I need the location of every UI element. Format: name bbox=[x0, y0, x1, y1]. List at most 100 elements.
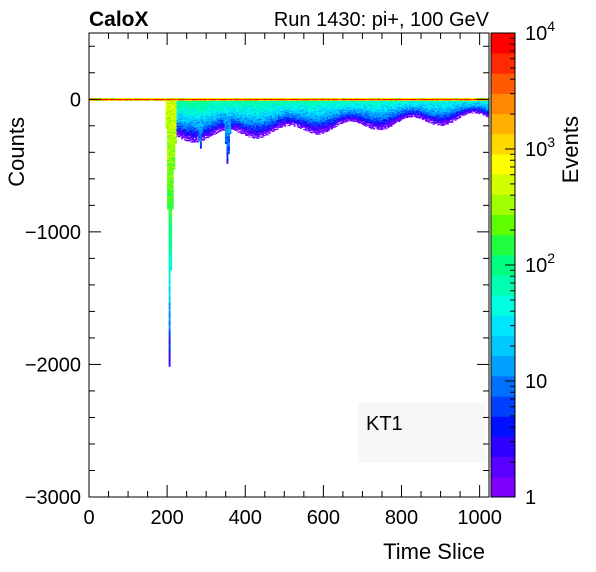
heatmap-cell bbox=[165, 121, 168, 123]
heatmap-cell bbox=[168, 111, 171, 113]
heatmap-cell bbox=[234, 129, 237, 131]
heatmap-cell bbox=[226, 147, 229, 148]
heatmap-cell bbox=[168, 156, 171, 158]
heatmap-cell bbox=[264, 129, 266, 131]
heatmap-cell bbox=[204, 114, 207, 116]
heatmap-cell bbox=[232, 111, 235, 113]
heatmap-cell bbox=[173, 116, 176, 118]
heatmap-cell bbox=[220, 112, 223, 114]
heatmap-cell bbox=[167, 153, 169, 155]
heatmap-cell bbox=[145, 99, 148, 101]
heatmap-cell bbox=[201, 103, 204, 105]
heatmap-cell bbox=[251, 98, 254, 100]
heatmap-cell bbox=[193, 111, 196, 113]
heatmap-cell bbox=[170, 261, 173, 262]
heatmap-cell bbox=[201, 125, 204, 127]
heatmap-cell bbox=[201, 125, 204, 127]
heatmap-cell bbox=[217, 108, 219, 110]
heatmap-cell bbox=[168, 190, 171, 192]
heatmap-cell bbox=[171, 158, 174, 160]
heatmap-cell bbox=[268, 131, 271, 133]
heatmap-cell bbox=[204, 129, 207, 131]
heatmap-cell bbox=[168, 170, 171, 172]
heatmap-cell bbox=[223, 105, 226, 107]
heatmap-cell bbox=[198, 126, 201, 128]
heatmap-cell bbox=[196, 111, 199, 113]
heatmap-cell bbox=[262, 111, 265, 113]
heatmap-cell bbox=[268, 101, 271, 103]
heatmap-cell bbox=[268, 113, 271, 115]
heatmap-cell bbox=[210, 110, 213, 112]
heatmap-cell bbox=[168, 262, 171, 264]
heatmap-cell bbox=[170, 224, 173, 226]
heatmap-cell bbox=[209, 106, 212, 108]
heatmap-cell bbox=[171, 172, 174, 174]
heatmap-cell bbox=[243, 129, 246, 131]
heatmap-cell bbox=[262, 125, 265, 127]
heatmap-cell bbox=[170, 148, 173, 150]
heatmap-cell bbox=[223, 111, 226, 113]
heatmap-cell bbox=[176, 109, 179, 111]
heatmap-cell bbox=[204, 117, 207, 119]
heatmap-cell bbox=[201, 113, 204, 115]
heatmap-cell bbox=[173, 146, 176, 148]
heatmap-cell bbox=[239, 116, 241, 118]
heatmap-cell bbox=[173, 155, 176, 157]
heatmap-cell bbox=[239, 117, 241, 119]
heatmap-cell bbox=[185, 136, 188, 138]
heatmap-cell bbox=[171, 189, 174, 191]
heatmap-cell bbox=[168, 141, 171, 143]
heatmap-cell bbox=[209, 109, 212, 111]
heatmap-cell bbox=[226, 153, 229, 155]
heatmap-cell bbox=[168, 247, 171, 249]
heatmap-cell bbox=[184, 121, 187, 123]
heatmap-cell bbox=[270, 100, 273, 102]
heatmap-cell bbox=[240, 122, 243, 124]
heatmap-cell bbox=[215, 121, 218, 123]
heatmap-cell bbox=[184, 116, 187, 118]
heatmap-cell bbox=[249, 97, 252, 99]
heatmap-cell bbox=[214, 116, 216, 118]
heatmap-cell bbox=[171, 194, 174, 196]
heatmap-cell bbox=[249, 101, 252, 103]
heatmap-cell bbox=[167, 156, 169, 158]
heatmap-cell bbox=[267, 131, 269, 133]
heatmap-cell bbox=[265, 128, 268, 130]
heatmap-cell bbox=[218, 113, 221, 115]
heatmap-cell bbox=[198, 114, 201, 116]
heatmap-cell bbox=[267, 106, 269, 108]
heatmap-cell bbox=[265, 107, 268, 109]
heatmap-cell bbox=[118, 99, 121, 101]
heatmap-cell bbox=[257, 123, 260, 125]
heatmap-cell bbox=[228, 114, 230, 116]
heatmap-cell bbox=[168, 250, 171, 252]
heatmap-cell bbox=[251, 115, 254, 117]
heatmap-cell bbox=[168, 133, 171, 135]
heatmap-cell bbox=[228, 143, 230, 145]
heatmap-cell bbox=[182, 119, 185, 121]
heatmap-cell bbox=[170, 160, 173, 162]
heatmap-cell bbox=[207, 134, 210, 136]
heatmap-cell bbox=[245, 105, 248, 107]
heatmap-cell bbox=[170, 141, 173, 143]
heatmap-cell bbox=[168, 97, 171, 99]
heatmap-cell bbox=[221, 127, 224, 129]
heatmap-cell bbox=[239, 127, 241, 129]
heatmap-cell bbox=[209, 118, 212, 120]
heatmap-cell bbox=[190, 127, 193, 129]
heatmap-cell bbox=[168, 107, 171, 109]
heatmap-cell bbox=[203, 103, 205, 105]
heatmap-cell bbox=[229, 132, 232, 134]
heatmap-cell bbox=[203, 109, 205, 111]
heatmap-cell bbox=[264, 113, 266, 115]
heatmap-cell bbox=[268, 120, 271, 122]
heatmap-cell bbox=[167, 134, 169, 136]
heatmap-cell bbox=[201, 138, 204, 140]
heatmap-cell bbox=[170, 256, 173, 258]
heatmap-cell bbox=[257, 133, 260, 135]
heatmap-cell bbox=[215, 119, 218, 121]
heatmap-cell bbox=[118, 97, 121, 99]
heatmap-cell bbox=[203, 114, 205, 116]
heatmap-cell bbox=[193, 112, 196, 114]
heatmap-cell bbox=[237, 102, 240, 104]
